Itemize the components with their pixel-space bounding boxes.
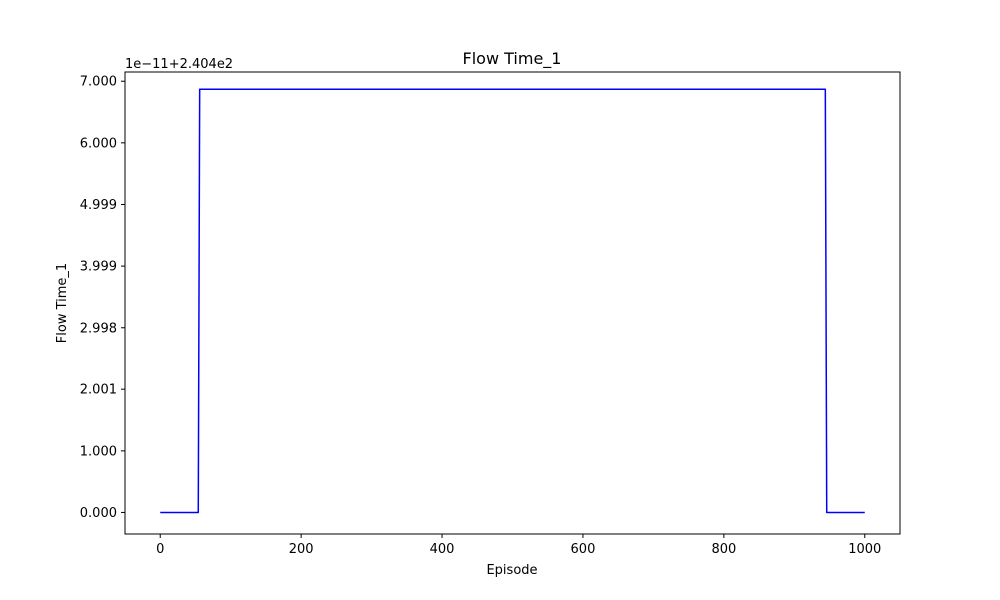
plot-area <box>160 88 865 514</box>
x-tick-label: 0 <box>156 542 164 557</box>
y-tick-label: 4.999 <box>80 198 117 213</box>
x-tick-label: 400 <box>430 542 455 557</box>
y-axis: 0.000 1.000 2.001 2.998 3.999 4.999 6.000 7.000 <box>80 75 125 521</box>
x-tick-label: 800 <box>711 542 736 557</box>
x-axis: 0 200 400 600 800 1000 <box>156 534 881 557</box>
y-tick-label: 0.000 <box>80 506 117 521</box>
y-offset-label: 1e−11+2.404e2 <box>125 57 233 72</box>
series-line-1 <box>160 88 865 514</box>
y-tick-label: 6.000 <box>80 136 117 151</box>
y-tick-label: 2.001 <box>80 383 117 398</box>
plot-frame <box>124 71 901 535</box>
x-tick-label: 200 <box>289 542 314 557</box>
y-tick-label: 3.999 <box>80 260 117 275</box>
x-tick-label: 600 <box>571 542 596 557</box>
y-axis-label: Flow Time_1 <box>55 263 70 343</box>
y-tick-label: 7.000 <box>80 75 117 90</box>
x-axis-label: Episode <box>486 563 537 578</box>
x-tick-label: 1000 <box>848 542 881 557</box>
y-tick-label: 2.998 <box>80 321 117 336</box>
chart-title: Flow Time_1 <box>463 49 562 69</box>
y-tick-label: 1.000 <box>80 444 117 459</box>
